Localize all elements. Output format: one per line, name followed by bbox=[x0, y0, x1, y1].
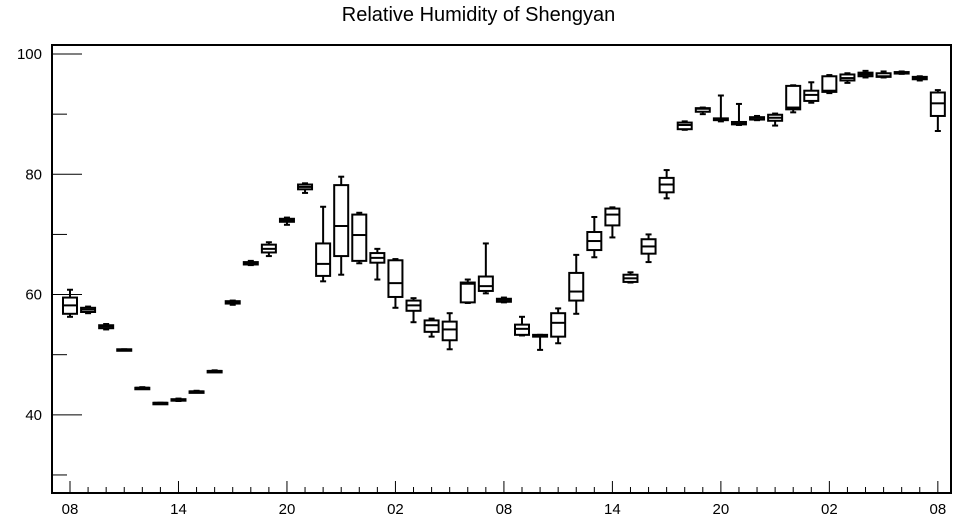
box-body bbox=[351, 213, 368, 262]
box-14 bbox=[315, 205, 332, 283]
x-tick-label: 20 bbox=[279, 501, 296, 518]
box-24 bbox=[495, 296, 512, 304]
box-21 bbox=[441, 312, 458, 351]
box-25 bbox=[514, 315, 530, 337]
box-35 bbox=[694, 106, 711, 116]
y-tick-label: 60 bbox=[25, 287, 42, 304]
box-29 bbox=[586, 215, 603, 259]
box-46 bbox=[893, 70, 910, 75]
box-34 bbox=[676, 120, 693, 131]
x-tick-label: 02 bbox=[387, 501, 404, 518]
box-36 bbox=[712, 94, 729, 123]
box-10 bbox=[242, 259, 259, 267]
box-6 bbox=[170, 397, 187, 402]
box-9 bbox=[224, 299, 241, 306]
box-0 bbox=[62, 288, 78, 318]
chart-title: Relative Humidity of Shengyan bbox=[341, 4, 616, 26]
box-47 bbox=[911, 75, 928, 82]
y-tick-label: 100 bbox=[17, 46, 42, 63]
box-45 bbox=[875, 70, 892, 79]
box-43 bbox=[839, 72, 856, 84]
box-body bbox=[568, 271, 585, 302]
box-33 bbox=[658, 169, 675, 200]
x-tick-label: 08 bbox=[62, 501, 79, 518]
box-body bbox=[821, 75, 838, 93]
box-39 bbox=[767, 112, 784, 127]
axes: 40 60 80 100 08 14 20 02 08 14 20 02 08 bbox=[17, 46, 946, 518]
box-15 bbox=[333, 175, 350, 276]
box-3 bbox=[116, 348, 133, 352]
x-tick-label: 02 bbox=[821, 501, 838, 518]
box-18 bbox=[387, 258, 404, 309]
box-22 bbox=[459, 278, 476, 304]
box-7 bbox=[188, 389, 205, 394]
box-body bbox=[604, 207, 621, 227]
box-31 bbox=[622, 271, 639, 284]
box-12 bbox=[278, 216, 295, 226]
plot-frame bbox=[51, 44, 952, 494]
x-tick-label: 14 bbox=[170, 501, 187, 518]
box-48 bbox=[929, 89, 946, 132]
y-tick-label: 80 bbox=[25, 166, 42, 183]
box-28 bbox=[568, 253, 585, 315]
box-body bbox=[333, 184, 350, 258]
box-32 bbox=[640, 233, 657, 264]
box-41 bbox=[803, 81, 820, 104]
y-tick-label: 40 bbox=[25, 407, 42, 424]
box-1 bbox=[80, 305, 97, 315]
box-body bbox=[785, 84, 802, 111]
box-5 bbox=[152, 401, 169, 406]
box-40 bbox=[785, 84, 802, 114]
box-body bbox=[315, 242, 332, 277]
box-37 bbox=[730, 102, 747, 126]
box-38 bbox=[749, 114, 766, 122]
box-17 bbox=[369, 247, 386, 281]
box-8 bbox=[206, 369, 223, 374]
box-19 bbox=[405, 297, 422, 324]
box-26 bbox=[532, 333, 549, 351]
box-body bbox=[459, 281, 476, 304]
box-44 bbox=[857, 69, 874, 79]
box-13 bbox=[297, 182, 314, 194]
x-tick-label: 14 bbox=[604, 501, 621, 518]
box-20 bbox=[423, 317, 440, 338]
box-2 bbox=[98, 323, 115, 331]
box-11 bbox=[260, 241, 277, 258]
x-tick-label: 08 bbox=[929, 501, 946, 518]
box-30 bbox=[604, 206, 621, 239]
box-body bbox=[387, 259, 404, 298]
box-42 bbox=[821, 74, 838, 95]
box-4 bbox=[134, 386, 151, 391]
box-body bbox=[550, 312, 567, 338]
box-27 bbox=[550, 307, 567, 345]
x-tick-label: 20 bbox=[713, 501, 730, 518]
box-body bbox=[441, 320, 458, 342]
x-tick-label: 08 bbox=[496, 501, 513, 518]
box-body bbox=[477, 275, 494, 292]
box-series bbox=[62, 69, 946, 406]
box-23 bbox=[477, 242, 494, 295]
box-16 bbox=[351, 211, 368, 265]
